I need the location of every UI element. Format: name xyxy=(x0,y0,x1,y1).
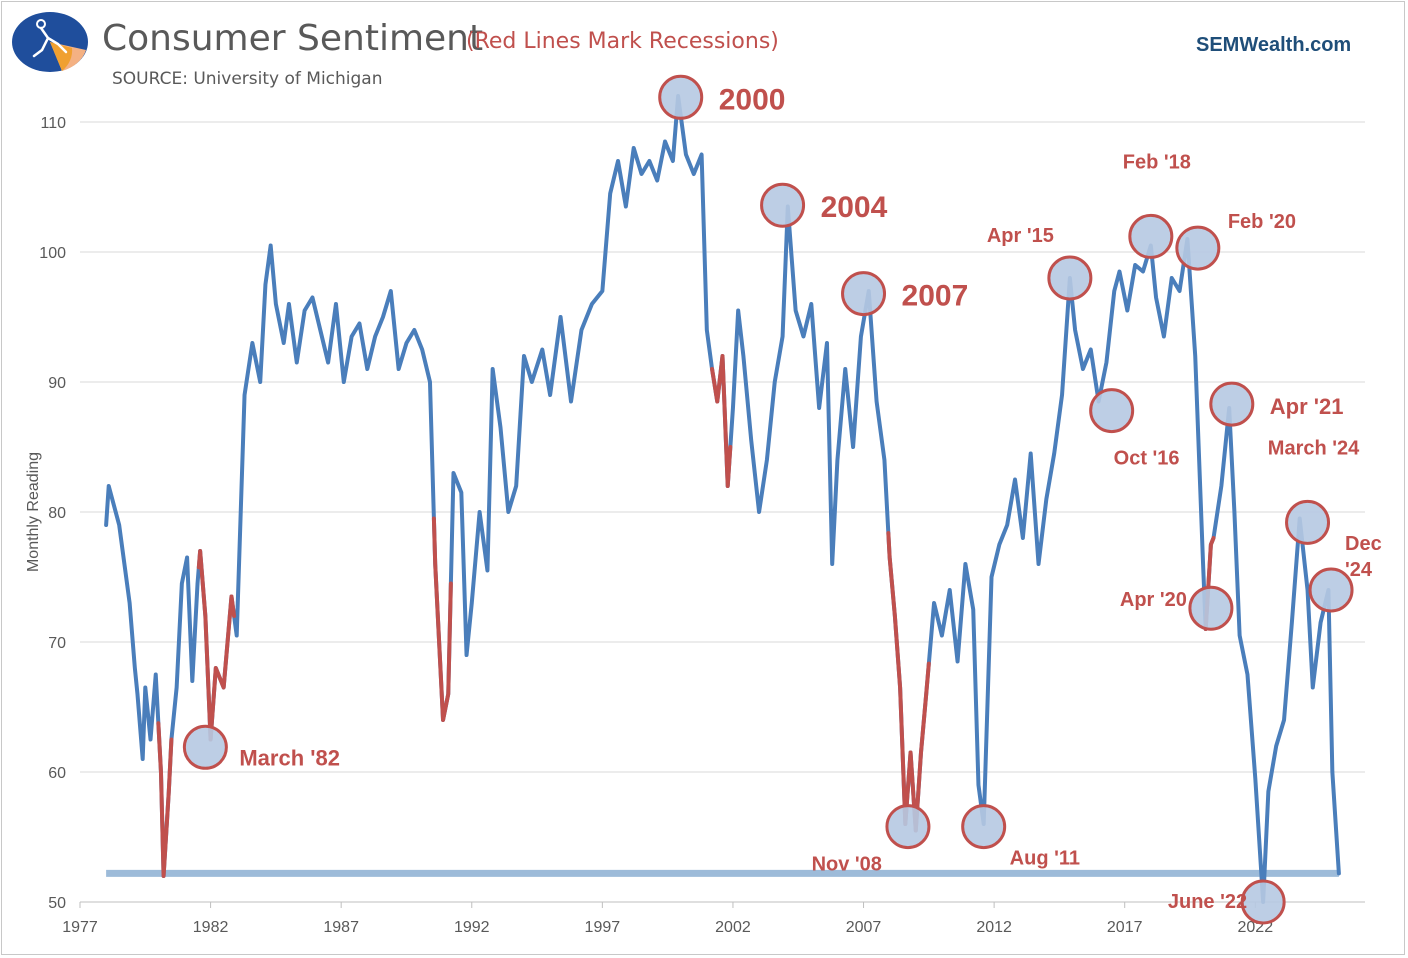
x-tick-label: 1992 xyxy=(454,919,490,936)
annotation-label: 2000 xyxy=(719,83,786,116)
x-tick-label: 2007 xyxy=(846,919,882,936)
annotation-label: March '24 xyxy=(1268,437,1360,459)
annotation-label: March '82 xyxy=(239,745,340,770)
y-tick-label: 90 xyxy=(48,375,66,392)
x-tick-label: 1982 xyxy=(193,919,229,936)
annotation-circle xyxy=(1308,567,1354,613)
semwealth-logo-icon xyxy=(12,12,88,72)
annotation-circle xyxy=(1175,225,1221,271)
recession-segment xyxy=(886,531,931,833)
annotation-circle xyxy=(760,182,806,228)
recession-segment xyxy=(431,516,453,722)
chart-subtitle: (Red Lines Mark Recessions) xyxy=(466,29,779,54)
annotation-circle xyxy=(841,271,887,317)
annotation-circle xyxy=(961,804,1007,850)
source-note: SOURCE: University of Michigan xyxy=(112,69,383,89)
x-tick-label: 2012 xyxy=(976,919,1012,936)
annotation-label: Aug '11 xyxy=(1010,848,1080,870)
annotation-circle xyxy=(1188,585,1234,631)
annotation-circle xyxy=(1089,388,1135,434)
annotation-label: Apr '21 xyxy=(1270,394,1344,419)
x-tick-label: 1977 xyxy=(62,919,98,936)
y-axis-label: Monthly Reading xyxy=(25,452,42,572)
x-tick-label: 2017 xyxy=(1107,919,1143,936)
annotation-label: June '22 xyxy=(1168,891,1247,913)
y-tick-label: 70 xyxy=(48,635,66,652)
y-tick-label: 60 xyxy=(48,765,66,782)
annotation-circle xyxy=(1285,499,1331,545)
annotation-label: Dec '24 xyxy=(1345,533,1382,581)
annotation-label: Feb '18 xyxy=(1123,151,1191,173)
annotation-label: Feb '20 xyxy=(1228,211,1296,233)
annotation-circle xyxy=(1209,381,1255,427)
annotation-circle xyxy=(1128,213,1174,259)
annotation-label: 2004 xyxy=(821,191,888,224)
brand-link[interactable]: SEMWealth.com xyxy=(1196,34,1352,56)
x-tick-label: 2002 xyxy=(715,919,751,936)
annotation-label: Oct '16 xyxy=(1114,448,1180,470)
y-tick-label: 80 xyxy=(48,505,66,522)
recession-segment xyxy=(710,354,733,488)
annotation-circle xyxy=(182,724,228,770)
x-tick-label: 1987 xyxy=(323,919,359,936)
y-tick-label: 50 xyxy=(48,895,66,912)
annotation-circle xyxy=(1047,255,1093,301)
recession-segment xyxy=(156,721,174,878)
recession-segment xyxy=(196,549,237,742)
x-tick-label: 1997 xyxy=(585,919,621,936)
annotation-circle xyxy=(885,804,931,850)
annotation-label: Apr '20 xyxy=(1120,589,1187,611)
y-tick-label: 100 xyxy=(39,245,66,262)
annotation-circle xyxy=(1240,879,1286,925)
annotation-label: Nov '08 xyxy=(812,854,882,876)
chart-title: Consumer Sentiment xyxy=(102,18,484,59)
y-tick-label: 110 xyxy=(40,115,66,132)
annotation-label: Apr '15 xyxy=(987,225,1054,247)
annotation-circle xyxy=(658,74,704,120)
annotation-label: 2007 xyxy=(902,280,969,313)
